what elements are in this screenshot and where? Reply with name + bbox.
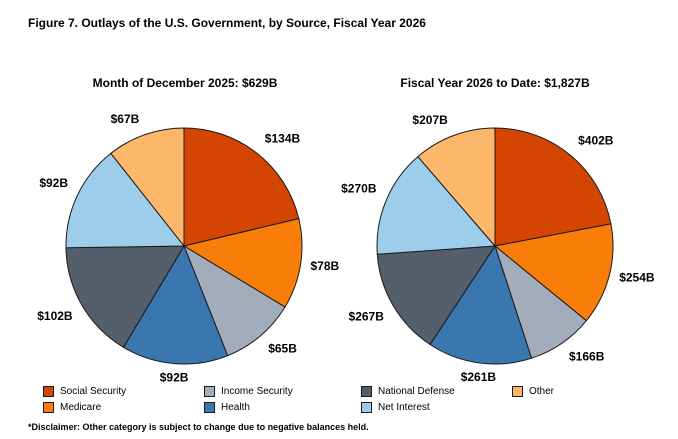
legend-item-social-security: Social Security xyxy=(43,385,126,398)
pie-slice-label: $92B xyxy=(39,176,68,190)
pie-slice-label: $207B xyxy=(412,113,448,127)
legend-label: Other xyxy=(529,386,555,397)
legend-label: Net Interest xyxy=(378,402,430,413)
legend-label: Income Security xyxy=(221,386,293,397)
pie-slice-label: $402B xyxy=(578,134,614,148)
legend-item-net-interest: Net Interest xyxy=(361,401,430,414)
pie-slice-social-security xyxy=(494,127,612,247)
pie-slice-medicare xyxy=(182,217,303,308)
legend-swatch-icon xyxy=(43,386,54,397)
legend-swatch-icon xyxy=(361,402,372,413)
pie-slice-national-defense xyxy=(65,245,185,348)
pie-slice-other xyxy=(110,127,185,248)
pie-slice-health xyxy=(429,244,533,365)
pie-slice-label: $78B xyxy=(311,259,340,273)
legend-swatch-icon xyxy=(361,386,372,397)
pie-slice-label: $261B xyxy=(461,370,497,384)
pie-chart-december: $134B $78B $65B $92B $102B $92B $67B xyxy=(37,112,340,385)
legend-item-medicare: Medicare xyxy=(43,401,101,414)
pie-chart-fiscal-ytd: $402B $254B $166B $261B $267B $270B $207B xyxy=(341,113,655,384)
pie-slice-label: $267B xyxy=(349,310,385,324)
legend-swatch-icon xyxy=(512,386,523,397)
pie-slice-net-interest xyxy=(376,155,497,255)
legend-item-income-security: Income Security xyxy=(204,385,293,398)
disclaimer-text: *Disclaimer: Other category is subject t… xyxy=(28,422,369,432)
pie-slice-label: $67B xyxy=(111,112,140,126)
legend-label: Social Security xyxy=(60,386,127,397)
legend-item-other: Other xyxy=(512,385,554,398)
pie-slice-label: $102B xyxy=(37,309,73,323)
pie-slice-label: $92B xyxy=(160,371,189,385)
legend-label: Health xyxy=(221,402,250,413)
pie-slice-label: $254B xyxy=(619,271,655,285)
pie-slice-label: $134B xyxy=(265,132,301,146)
pie-slice-medicare xyxy=(493,223,614,322)
legend-swatch-icon xyxy=(204,402,215,413)
pie-slice-label: $166B xyxy=(569,349,605,363)
chart-title-fiscal-ytd: Fiscal Year 2026 to Date: $1,827B xyxy=(400,76,590,90)
legend-label: Medicare xyxy=(60,402,102,413)
legend-swatch-icon xyxy=(204,386,215,397)
pie-slice-net-interest xyxy=(65,152,186,249)
pie-slice-income-security xyxy=(182,244,286,357)
pie-slice-social-security xyxy=(183,127,300,247)
pie-slice-label: $270B xyxy=(341,181,377,195)
legend-label: National Defense xyxy=(378,386,455,397)
chart-title-december: Month of December 2025: $629B xyxy=(92,76,278,90)
pie-slice-health xyxy=(122,244,229,365)
pie-slice-national-defense xyxy=(376,245,496,346)
legend-swatch-icon xyxy=(43,402,54,413)
pie-slice-label: $65B xyxy=(268,342,297,356)
figure-title: Figure 7. Outlays of the U.S. Government… xyxy=(28,16,426,30)
legend-item-health: Health xyxy=(204,401,250,414)
pie-slice-other xyxy=(417,127,496,248)
legend-item-national-defense: National Defense xyxy=(361,385,455,398)
